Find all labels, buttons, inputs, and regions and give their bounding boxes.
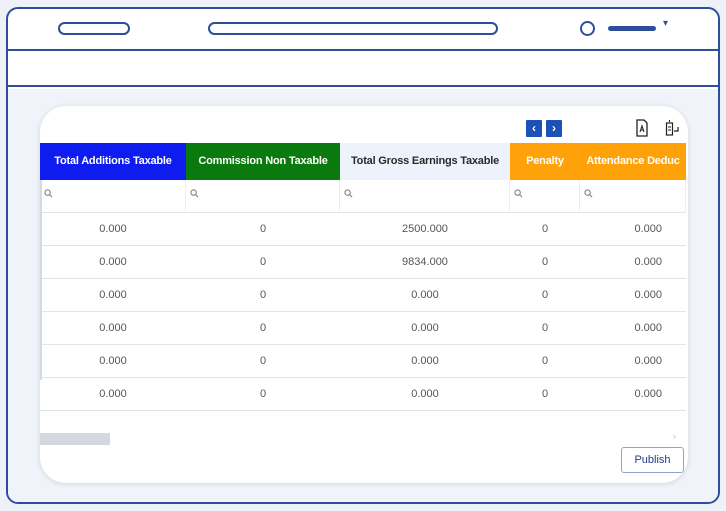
table-row[interactable]: 0.000 0 9834.000 0 0.000 <box>40 246 686 279</box>
row-indicator-strip <box>40 180 42 380</box>
table-cell-total-gross-earnings-taxable: 0.000 <box>411 388 439 400</box>
table-cell-commission-non-taxable: 0 <box>259 388 267 400</box>
table-cell-commission-non-taxable: 0 <box>259 322 267 334</box>
table-cell-total-additions-taxable: 0.000 <box>99 322 127 334</box>
table-row[interactable]: 0.000 0 0.000 0 0.000 <box>40 345 686 378</box>
table-cell-attendance-deduction: 0.000 <box>634 289 662 301</box>
table-cell-penalty: 0 <box>541 355 549 367</box>
table-cell-total-gross-earnings-taxable: 2500.000 <box>402 223 448 235</box>
table-cell-penalty: 0 <box>541 223 549 235</box>
table-cell-total-additions-taxable: 0.000 <box>99 388 127 400</box>
search-icon <box>190 189 199 198</box>
table-cell-total-gross-earnings-taxable: 9834.000 <box>402 256 448 268</box>
scroll-left-button[interactable]: ‹ <box>526 120 542 137</box>
filter-input-total-additions-taxable[interactable] <box>40 180 186 212</box>
table-cell-commission-non-taxable: 0 <box>259 256 267 268</box>
secondary-toolbar <box>8 53 718 87</box>
chevron-down-icon[interactable]: ▾ <box>663 18 669 29</box>
table-cell-commission-non-taxable: 0 <box>259 223 267 235</box>
column-header-penalty[interactable]: Penalty <box>510 143 580 180</box>
search-icon <box>44 189 53 198</box>
filter-input-penalty[interactable] <box>510 180 580 212</box>
table-cell-total-additions-taxable: 0.000 <box>99 256 127 268</box>
filter-input-attendance-deduction[interactable] <box>580 180 686 212</box>
table-cell-total-additions-taxable: 0.000 <box>99 355 127 367</box>
table-row[interactable]: 0.000 0 0.000 0 0.000 <box>40 378 686 411</box>
column-header-total-gross-earnings-taxable[interactable]: Total Gross Earnings Taxable <box>340 143 510 180</box>
content-area: ‹ › Total Additions Taxable Commission No… <box>8 89 718 502</box>
table-cell-attendance-deduction: 0.000 <box>634 388 662 400</box>
nav-placeholder-pill[interactable] <box>58 22 130 35</box>
payroll-grid-card: ‹ › Total Additions Taxable Commission No… <box>40 106 688 483</box>
table-cell-total-additions-taxable: 0.000 <box>99 289 127 301</box>
filter-row <box>40 180 686 213</box>
table-row[interactable]: 0.000 0 0.000 0 0.000 <box>40 312 686 345</box>
scroll-right-button[interactable]: › <box>546 120 562 137</box>
table-cell-attendance-deduction: 0.000 <box>634 322 662 334</box>
search-icon <box>584 189 593 198</box>
table-cell-penalty: 0 <box>541 289 549 301</box>
user-avatar-icon[interactable] <box>580 21 595 36</box>
horizontal-scrollbar-thumb[interactable] <box>40 433 110 445</box>
table-cell-total-gross-earnings-taxable: 0.000 <box>411 289 439 301</box>
window-top-bar: ▾ <box>8 9 718 51</box>
column-header-attendance-deduction[interactable]: Attendance Deduc <box>580 143 686 180</box>
filter-input-commission-non-taxable[interactable] <box>186 180 340 212</box>
grid-body: 0.000 0 2500.000 0 0.000 0.000 0 9834.000 0 0.000… <box>40 213 686 411</box>
filter-input-total-gross-earnings-taxable[interactable] <box>340 180 510 212</box>
table-cell-attendance-deduction: 0.000 <box>634 355 662 367</box>
table-cell-penalty: 0 <box>541 256 549 268</box>
pdf-export-icon[interactable] <box>635 119 649 137</box>
table-cell-attendance-deduction: 0.000 <box>634 223 662 235</box>
table-cell-total-gross-earnings-taxable: 0.000 <box>411 322 439 334</box>
table-cell-commission-non-taxable: 0 <box>259 289 267 301</box>
table-cell-penalty: 0 <box>541 388 549 400</box>
header-row: Total Additions Taxable Commission Non Ta… <box>40 143 686 180</box>
column-header-commission-non-taxable[interactable]: Commission Non Taxable <box>186 143 340 180</box>
search-icon <box>344 189 353 198</box>
publish-button[interactable]: Publish <box>621 447 684 473</box>
table-cell-total-gross-earnings-taxable: 0.000 <box>411 355 439 367</box>
address-bar-placeholder[interactable] <box>208 22 498 35</box>
column-header-total-additions-taxable[interactable]: Total Additions Taxable <box>40 143 186 180</box>
table-cell-total-additions-taxable: 0.000 <box>99 223 127 235</box>
table-cell-penalty: 0 <box>541 322 549 334</box>
table-row[interactable]: 0.000 0 2500.000 0 0.000 <box>40 213 686 246</box>
user-name-placeholder[interactable] <box>608 26 656 31</box>
scroll-right-arrow-icon[interactable]: › <box>673 431 676 441</box>
data-grid: Total Additions Taxable Commission Non Ta… <box>40 143 686 411</box>
export-icon[interactable] <box>665 119 679 137</box>
table-cell-commission-non-taxable: 0 <box>259 355 267 367</box>
table-cell-attendance-deduction: 0.000 <box>634 256 662 268</box>
table-row[interactable]: 0.000 0 0.000 0 0.000 <box>40 279 686 312</box>
browser-window-frame: ▾ ‹ › Total Additions Taxable Commission … <box>6 7 720 504</box>
search-icon <box>514 189 523 198</box>
